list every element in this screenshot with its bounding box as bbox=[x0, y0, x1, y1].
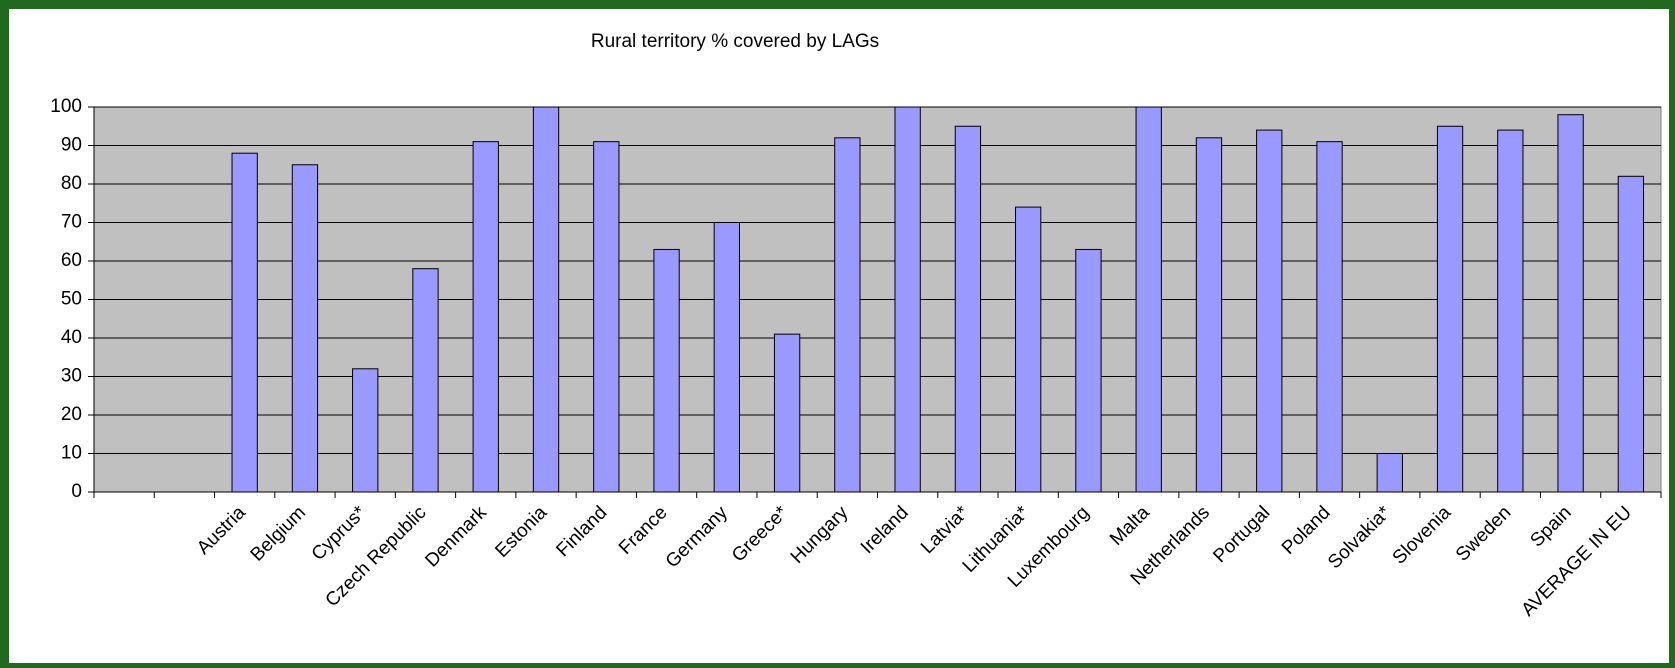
bar bbox=[773, 333, 801, 493]
bar bbox=[1617, 175, 1645, 493]
bar bbox=[1497, 129, 1524, 493]
bar bbox=[1436, 125, 1464, 493]
bar bbox=[894, 106, 921, 493]
y-tick-label: 30 bbox=[61, 366, 82, 387]
bar bbox=[954, 125, 982, 493]
y-tick-label: 20 bbox=[61, 404, 82, 425]
bar bbox=[1376, 453, 1403, 493]
bar bbox=[352, 368, 379, 493]
bar bbox=[1015, 206, 1042, 493]
y-tick-label: 50 bbox=[61, 289, 82, 310]
bar bbox=[1557, 114, 1584, 493]
bar bbox=[412, 268, 439, 493]
chart-title: Rural territory % covered by LAGs bbox=[591, 31, 879, 52]
y-tick-label: 100 bbox=[50, 96, 82, 117]
y-tick-label: 60 bbox=[61, 250, 82, 271]
bar bbox=[1316, 141, 1343, 493]
bar bbox=[713, 222, 740, 493]
y-tick-label: 70 bbox=[61, 212, 82, 233]
bar bbox=[653, 248, 680, 493]
bar bbox=[472, 141, 499, 493]
bar bbox=[231, 152, 258, 493]
bar bbox=[1195, 137, 1223, 493]
y-tick-label: 0 bbox=[71, 481, 82, 502]
bar bbox=[834, 137, 861, 493]
y-tick-label: 90 bbox=[61, 135, 82, 156]
y-tick-label: 40 bbox=[61, 327, 82, 348]
y-tick-label: 10 bbox=[61, 443, 82, 464]
bar bbox=[291, 164, 319, 493]
bar bbox=[532, 106, 560, 493]
bar bbox=[1256, 129, 1283, 493]
bar bbox=[1135, 106, 1162, 493]
bar bbox=[593, 141, 620, 493]
bar bbox=[1075, 248, 1102, 493]
y-tick-label: 80 bbox=[61, 173, 82, 194]
